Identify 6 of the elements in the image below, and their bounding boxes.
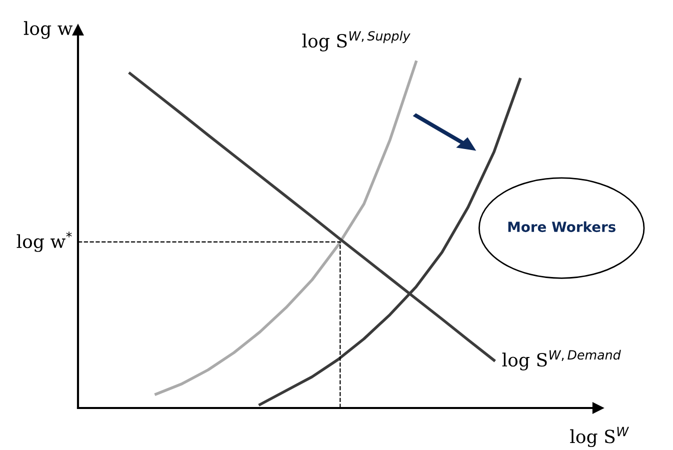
ref-line-label: log w$^{*}$	[16, 232, 72, 252]
series-label: log S$^{W,Demand}$	[502, 350, 621, 370]
x-axis-title: log S$^{W}$	[570, 426, 629, 448]
y-axis-title: log w	[24, 21, 73, 39]
annotation: More Workers	[508, 221, 616, 232]
series-label: log S$^{W,Supply}$	[302, 30, 410, 52]
